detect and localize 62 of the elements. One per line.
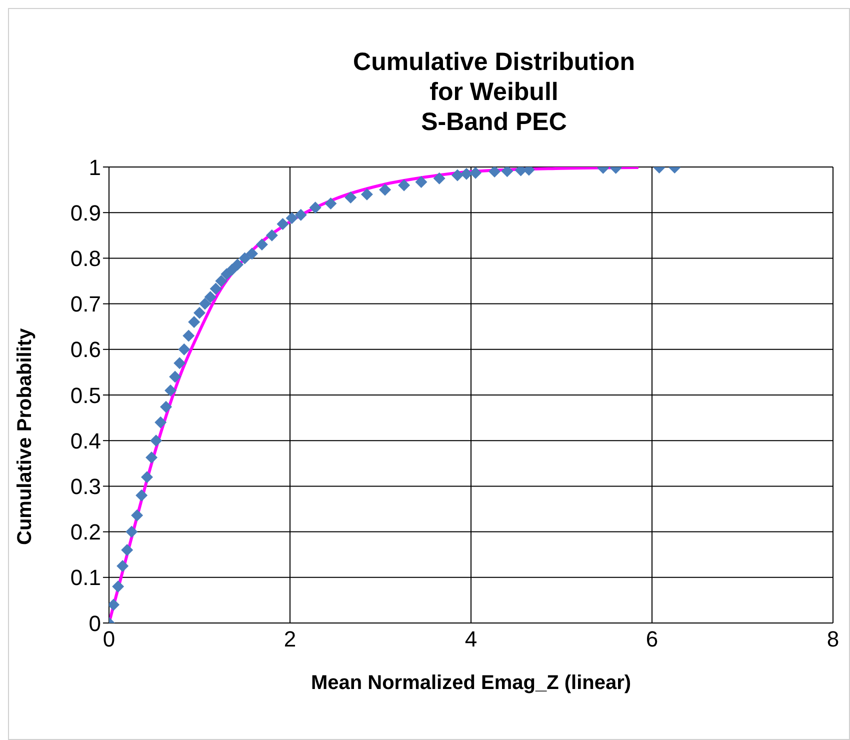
y-tick-label: 0.9 xyxy=(70,200,101,226)
point xyxy=(204,290,216,303)
y-tick-label: 0.8 xyxy=(70,246,101,272)
point xyxy=(194,306,206,319)
point xyxy=(501,167,514,178)
point xyxy=(238,252,251,264)
point xyxy=(131,509,144,522)
y-tick-label: 0.2 xyxy=(70,520,101,545)
point xyxy=(178,343,190,356)
point xyxy=(109,598,120,611)
x-tick-label: 8 xyxy=(826,626,840,652)
point xyxy=(415,176,428,188)
point xyxy=(433,172,446,184)
point xyxy=(309,202,322,214)
point xyxy=(126,526,138,538)
y-tick-label: 0.6 xyxy=(70,337,101,362)
y-tick-label: 0.7 xyxy=(70,292,101,317)
y-tick-label: 0.3 xyxy=(70,474,101,500)
point xyxy=(488,167,501,178)
x-tick-label: 2 xyxy=(284,626,296,652)
point xyxy=(451,169,464,182)
y-tick-label: 0.5 xyxy=(70,382,101,408)
point xyxy=(398,179,410,192)
point xyxy=(379,184,392,196)
point xyxy=(150,434,162,447)
point xyxy=(324,197,337,210)
point xyxy=(470,167,482,179)
point xyxy=(294,208,307,221)
point xyxy=(164,384,177,396)
chart-title: Cumulative Distribution for Weibull S-Band PEC xyxy=(352,47,636,137)
point xyxy=(141,471,154,484)
y-axis-title: Cumulative Probability xyxy=(14,327,36,545)
point xyxy=(160,400,172,413)
point xyxy=(266,229,278,242)
point xyxy=(286,212,298,224)
point xyxy=(121,544,134,556)
y-tick-label: 0.4 xyxy=(70,428,101,454)
point xyxy=(154,416,167,428)
point xyxy=(198,298,211,310)
point xyxy=(188,316,200,328)
point xyxy=(169,370,182,383)
point xyxy=(136,489,148,502)
point xyxy=(174,357,186,370)
point xyxy=(116,560,129,572)
point xyxy=(112,580,124,593)
point xyxy=(276,218,289,230)
point xyxy=(460,168,472,180)
point xyxy=(256,238,268,251)
point xyxy=(146,451,158,464)
point xyxy=(360,188,373,200)
point xyxy=(344,192,357,204)
y-tick-label: 0.1 xyxy=(70,565,101,590)
point xyxy=(232,258,244,271)
x-axis-title: Mean Normalized Emag_Z (linear) xyxy=(310,672,632,694)
point xyxy=(246,248,258,260)
point xyxy=(215,275,228,287)
x-tick-label: 4 xyxy=(464,626,478,652)
point xyxy=(182,330,195,342)
y-tick-label: 1 xyxy=(88,154,101,180)
point xyxy=(210,282,222,295)
y-tick-label: 0 xyxy=(88,610,101,636)
x-tick-label: 6 xyxy=(646,626,658,652)
